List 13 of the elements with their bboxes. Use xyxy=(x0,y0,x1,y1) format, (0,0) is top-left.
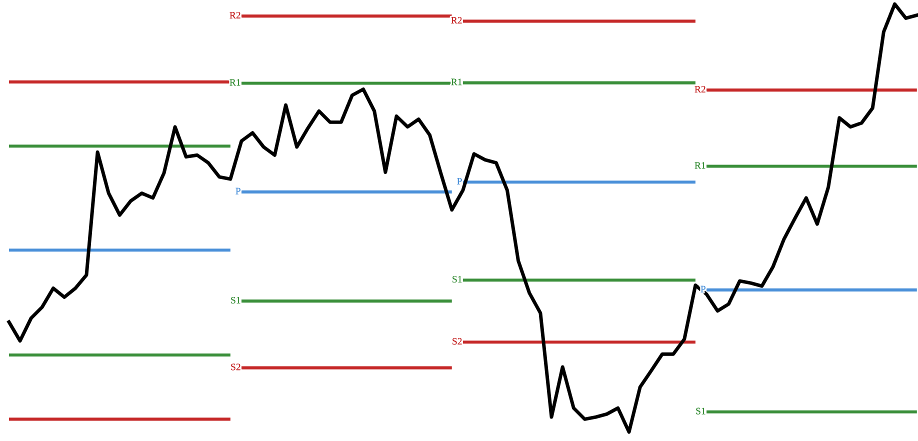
series-label: R2 xyxy=(451,17,462,24)
text: S1 xyxy=(231,296,240,304)
text: P xyxy=(236,188,240,194)
text: R2 xyxy=(230,12,240,18)
series-label: S2 xyxy=(231,364,240,370)
text: S1 xyxy=(452,276,462,283)
text: S2 xyxy=(452,338,462,345)
text: R2 xyxy=(694,86,706,92)
series-label: S1 xyxy=(696,408,706,414)
text: R1 xyxy=(694,162,706,169)
text: R1 xyxy=(230,79,240,86)
series-label: P xyxy=(457,178,462,184)
series-label: R1 xyxy=(451,78,462,86)
